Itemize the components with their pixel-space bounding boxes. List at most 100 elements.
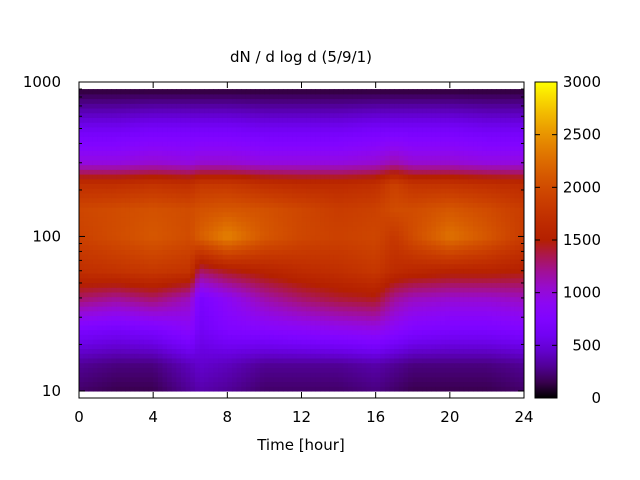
heatmap-cell — [204, 169, 210, 175]
heatmap-cell — [292, 343, 298, 350]
heatmap-cell — [500, 225, 507, 232]
heatmap-cell — [250, 320, 256, 326]
heatmap-cell — [236, 258, 242, 265]
heatmap-cell — [185, 258, 191, 265]
heatmap-cell — [167, 277, 173, 284]
heatmap-cell — [371, 282, 377, 288]
heatmap-cell — [134, 386, 140, 392]
heatmap-cell — [449, 381, 456, 387]
heatmap-cell — [287, 225, 293, 232]
heatmap-cell — [306, 159, 312, 166]
heatmap-cell — [287, 197, 293, 203]
heatmap-cell — [287, 306, 293, 312]
heatmap-cell — [88, 273, 94, 279]
heatmap-cell — [422, 329, 428, 335]
heatmap-cell — [92, 339, 99, 345]
heatmap-cell — [315, 334, 321, 340]
heatmap-cell — [310, 334, 317, 340]
heatmap-cell — [171, 230, 177, 236]
heatmap-cell — [468, 353, 474, 359]
heatmap-cell — [116, 240, 122, 246]
heatmap-cell — [213, 178, 219, 184]
heatmap-cell — [352, 225, 358, 232]
heatmap-cell — [143, 263, 150, 269]
heatmap-cell — [343, 301, 349, 307]
heatmap-cell — [264, 367, 270, 373]
heatmap-cell — [264, 372, 270, 378]
heatmap-cell — [408, 357, 414, 364]
heatmap-cell — [255, 173, 261, 180]
heatmap-cell — [440, 353, 446, 359]
heatmap-cell — [296, 367, 303, 373]
heatmap-cell — [500, 277, 507, 284]
heatmap-cell — [403, 263, 409, 269]
heatmap-cell — [148, 159, 154, 166]
heatmap-cell — [514, 343, 520, 350]
heatmap-cell — [92, 301, 99, 307]
heatmap-cell — [255, 150, 261, 156]
heatmap-cell — [389, 164, 395, 170]
heatmap-cell — [162, 173, 168, 180]
heatmap-cell — [473, 268, 479, 274]
heatmap-cell — [204, 206, 210, 213]
heatmap-cell — [92, 334, 99, 340]
heatmap-cell — [180, 282, 187, 288]
heatmap-cell — [162, 221, 168, 227]
heatmap-cell — [143, 188, 150, 194]
heatmap-cell — [389, 258, 395, 265]
heatmap-cell — [218, 310, 224, 317]
heatmap-cell — [496, 230, 502, 236]
heatmap-cell — [343, 324, 349, 331]
heatmap-cell — [463, 169, 469, 175]
heatmap-cell — [273, 183, 279, 189]
heatmap-cell — [510, 367, 516, 373]
heatmap-cell — [102, 164, 108, 170]
heatmap-cell — [102, 287, 108, 293]
heatmap-cell — [380, 263, 386, 269]
heatmap-cell — [440, 348, 446, 354]
heatmap-cell — [389, 221, 395, 227]
heatmap-cell — [338, 150, 344, 156]
heatmap-cell — [218, 197, 224, 203]
heatmap-cell — [315, 249, 321, 255]
heatmap-cell — [88, 287, 94, 293]
heatmap-cell — [320, 334, 326, 340]
heatmap-cell — [231, 339, 238, 345]
heatmap-cell — [301, 268, 307, 274]
heatmap-cell — [185, 367, 191, 373]
heatmap-cell — [204, 221, 210, 227]
heatmap-cell — [440, 282, 446, 288]
heatmap-cell — [510, 315, 516, 321]
heatmap-cell — [310, 197, 317, 203]
heatmap-cell — [486, 150, 493, 156]
heatmap-cell — [320, 376, 326, 383]
heatmap-cell — [417, 244, 423, 251]
heatmap-cell — [338, 273, 344, 279]
heatmap-cell — [347, 211, 354, 218]
heatmap-cell — [394, 221, 400, 227]
heatmap-cell — [208, 202, 215, 208]
heatmap-cell — [157, 192, 164, 199]
heatmap-cell — [408, 188, 414, 194]
heatmap-cell — [347, 221, 354, 227]
heatmap-cell — [125, 287, 131, 293]
heatmap-cell — [106, 357, 113, 364]
heatmap-cell — [194, 240, 201, 246]
heatmap-cell — [477, 197, 483, 203]
heatmap-cell — [324, 291, 330, 298]
heatmap-cell — [139, 268, 145, 274]
heatmap-cell — [227, 254, 233, 260]
heatmap-cell — [106, 240, 113, 246]
heatmap-cell — [167, 268, 173, 274]
heatmap-cell — [473, 386, 479, 392]
heatmap-cell — [176, 225, 182, 232]
heatmap-cell — [468, 188, 474, 194]
heatmap-cell — [129, 240, 136, 246]
heatmap-cell — [389, 386, 395, 392]
heatmap-cell — [282, 291, 289, 298]
heatmap-cell — [361, 164, 367, 170]
heatmap-cell — [139, 249, 145, 255]
heatmap-cell — [463, 249, 469, 255]
heatmap-cell — [120, 249, 126, 255]
heatmap-cell — [292, 339, 298, 345]
